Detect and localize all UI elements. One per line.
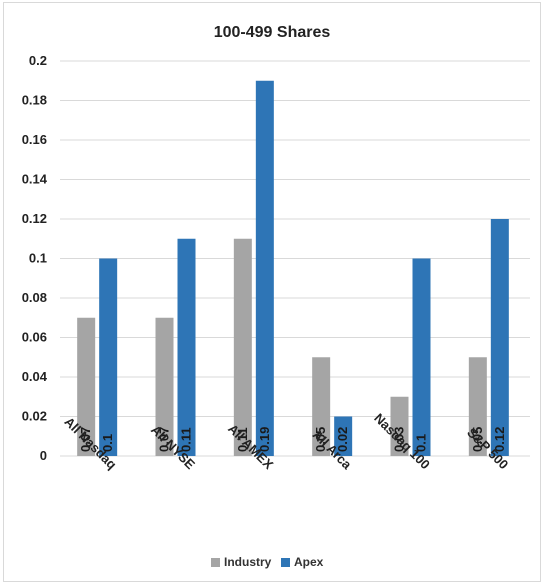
- bar-apex: [177, 238, 196, 456]
- data-label: 0.07: [78, 427, 93, 452]
- x-axis-tick-labels: All Nasdaq All NYSE All AMEX All Arca Nasdaq…: [62, 410, 512, 472]
- bar-apex: [334, 416, 353, 456]
- y-tick-label: 0.14: [22, 172, 48, 187]
- y-tick-label: 0.06: [22, 330, 47, 345]
- y-tick-label: 0.08: [22, 290, 47, 305]
- y-tick-label: 0.18: [22, 93, 47, 108]
- bar-industry: [233, 238, 252, 456]
- data-label: 0.11: [235, 427, 250, 452]
- data-label: 0.12: [492, 427, 507, 452]
- data-label: 0.11: [179, 427, 194, 452]
- data-label: 0.03: [392, 427, 407, 452]
- bar-industry: [77, 317, 96, 456]
- bar-apex: [255, 80, 274, 456]
- data-labels: 0.07 0.1 0.07 0.11 0.11 0.19 0.05 0.02 0.03 0.1 0.…: [78, 427, 507, 452]
- y-tick-label: 0.04: [22, 369, 48, 384]
- data-label: 0.1: [100, 434, 115, 452]
- y-tick-label: 0.12: [22, 211, 47, 226]
- legend-swatch-apex: [281, 558, 290, 567]
- bar-apex: [412, 258, 431, 456]
- data-label: 0.05: [470, 427, 485, 452]
- bar-industry: [312, 357, 331, 456]
- bar-industry: [468, 357, 487, 456]
- data-label: 0.02: [335, 427, 350, 452]
- chart-title: 100-499 Shares: [214, 24, 331, 41]
- legend-swatch-industry: [211, 558, 220, 567]
- data-label: 0.05: [313, 427, 328, 452]
- y-tick-label: 0.1: [29, 251, 47, 266]
- data-label: 0.1: [414, 434, 429, 452]
- y-axis-tick-labels: 0 0.02 0.04 0.06 0.08 0.1 0.12 0.14 0.16 0.18 0.2: [22, 53, 48, 463]
- bar-apex: [99, 258, 118, 456]
- data-label: 0.07: [157, 427, 172, 452]
- y-tick-label: 0: [40, 448, 47, 463]
- y-tick-label: 0.16: [22, 132, 47, 147]
- legend-label-apex: Apex: [294, 555, 324, 569]
- y-tick-label: 0.2: [29, 53, 47, 68]
- legend-label-industry: Industry: [224, 555, 272, 569]
- bar-apex: [490, 219, 509, 456]
- gridlines: [60, 60, 530, 457]
- bar-industry: [390, 396, 409, 456]
- bar-industry: [155, 317, 174, 456]
- legend: Industry Apex: [211, 555, 324, 569]
- y-tick-label: 0.02: [22, 409, 47, 424]
- bars: [77, 80, 509, 456]
- data-label: 0.19: [257, 427, 272, 452]
